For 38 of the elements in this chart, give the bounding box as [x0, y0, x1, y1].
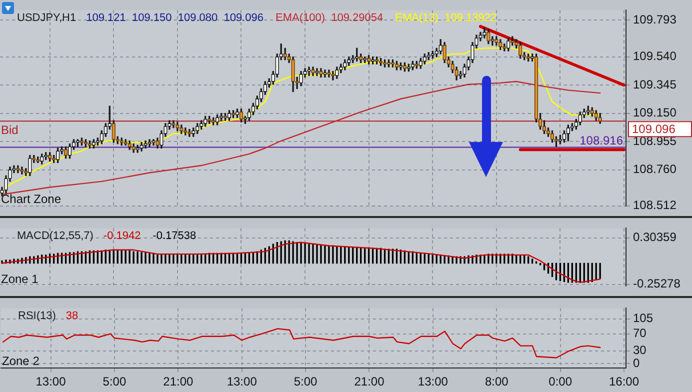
- series-label: -0.1942: [103, 230, 141, 242]
- y-tick-label: 70: [633, 326, 647, 340]
- annotation: Chart Zone: [1, 192, 62, 206]
- series-label: -0.17538: [152, 230, 196, 242]
- y-tick-label: 0.30359: [633, 230, 677, 244]
- y-tick-label: 0: [633, 356, 640, 370]
- text: EMA(100) 109.29054: [275, 12, 384, 24]
- y-tick-label: 109.345: [633, 77, 677, 92]
- y-tick-label: 109.150: [633, 106, 677, 120]
- x-tick-label: 13:00: [36, 374, 66, 389]
- y-tick-label: 105: [633, 311, 654, 326]
- y-tick-label: 109.793: [633, 12, 677, 27]
- annotation: Zone 1: [1, 272, 39, 286]
- y-tick-label: 108.955: [633, 134, 677, 148]
- annotation: Bid: [1, 123, 18, 138]
- y-tick-label: 30: [633, 343, 647, 358]
- chart-title: MACD(12,55,7): [17, 230, 94, 242]
- x-tick-label: 5:00: [102, 374, 126, 389]
- text: EMA(13) 109.13922: [395, 12, 497, 24]
- x-tick-label: 21:00: [163, 374, 194, 389]
- chart-subtitle: 109.121 109.150 109.080 109.096: [86, 12, 264, 24]
- ref-line-label: 108.916: [580, 133, 624, 148]
- x-tick-label: 21:00: [354, 374, 385, 389]
- x-tick-label: 0:00: [548, 374, 572, 389]
- x-tick-label: 13:00: [226, 374, 258, 389]
- y-tick-label: -0.25278: [633, 276, 681, 291]
- chart-title: RSI(13): [18, 310, 56, 322]
- y-tick-label: 108.512: [633, 198, 677, 212]
- x-tick-label: 16:00: [608, 374, 640, 389]
- chart-title: USDJPY,H1: [17, 12, 76, 24]
- annotation: Zone 2: [2, 354, 40, 368]
- x-tick-label: 5:00: [294, 374, 318, 389]
- ref-line-label: 109.096: [632, 122, 676, 136]
- x-tick-label: 13:00: [418, 374, 448, 389]
- series-label: 38: [66, 310, 78, 322]
- y-tick-label: 108.760: [633, 162, 677, 176]
- y-tick-label: 109.540: [633, 49, 677, 64]
- x-tick-label: 8:00: [484, 374, 509, 389]
